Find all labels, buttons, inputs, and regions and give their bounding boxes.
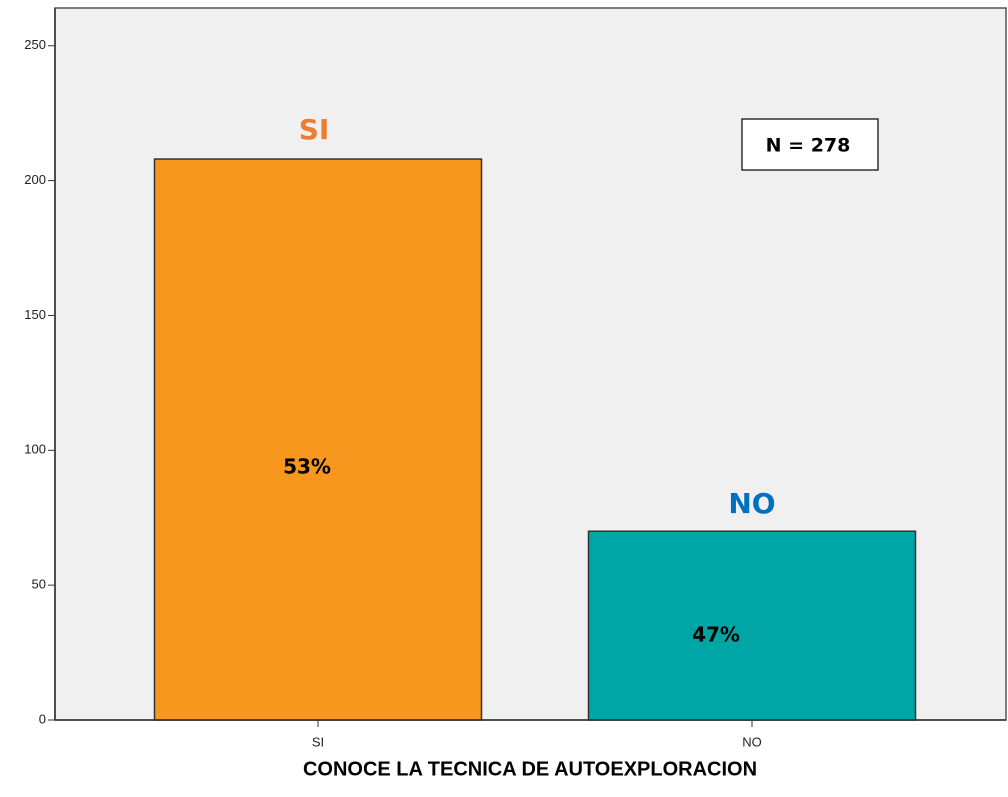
bar (153, 158, 483, 721)
bar (587, 530, 917, 721)
y-tick-label: 250 (24, 37, 46, 52)
annotation: 53% (283, 455, 331, 479)
y-tick-label: 100 (24, 442, 46, 457)
x-axis-label: CONOCE LA TECNICA DE AUTOEXPLORACION (303, 758, 757, 780)
annotation: NO (728, 487, 775, 520)
y-tick-label: 150 (24, 307, 46, 322)
annotation-box (741, 118, 879, 171)
y-tick-label: 0 (39, 711, 46, 726)
annotation: N = 278 (766, 135, 851, 157)
x-tick-label: NO (742, 734, 762, 749)
y-tick-label: 50 (32, 577, 46, 592)
y-tick-label: 200 (24, 172, 46, 187)
annotation: 47% (692, 623, 740, 647)
annotation: SI (299, 113, 330, 146)
x-tick-label: SI (312, 734, 324, 749)
